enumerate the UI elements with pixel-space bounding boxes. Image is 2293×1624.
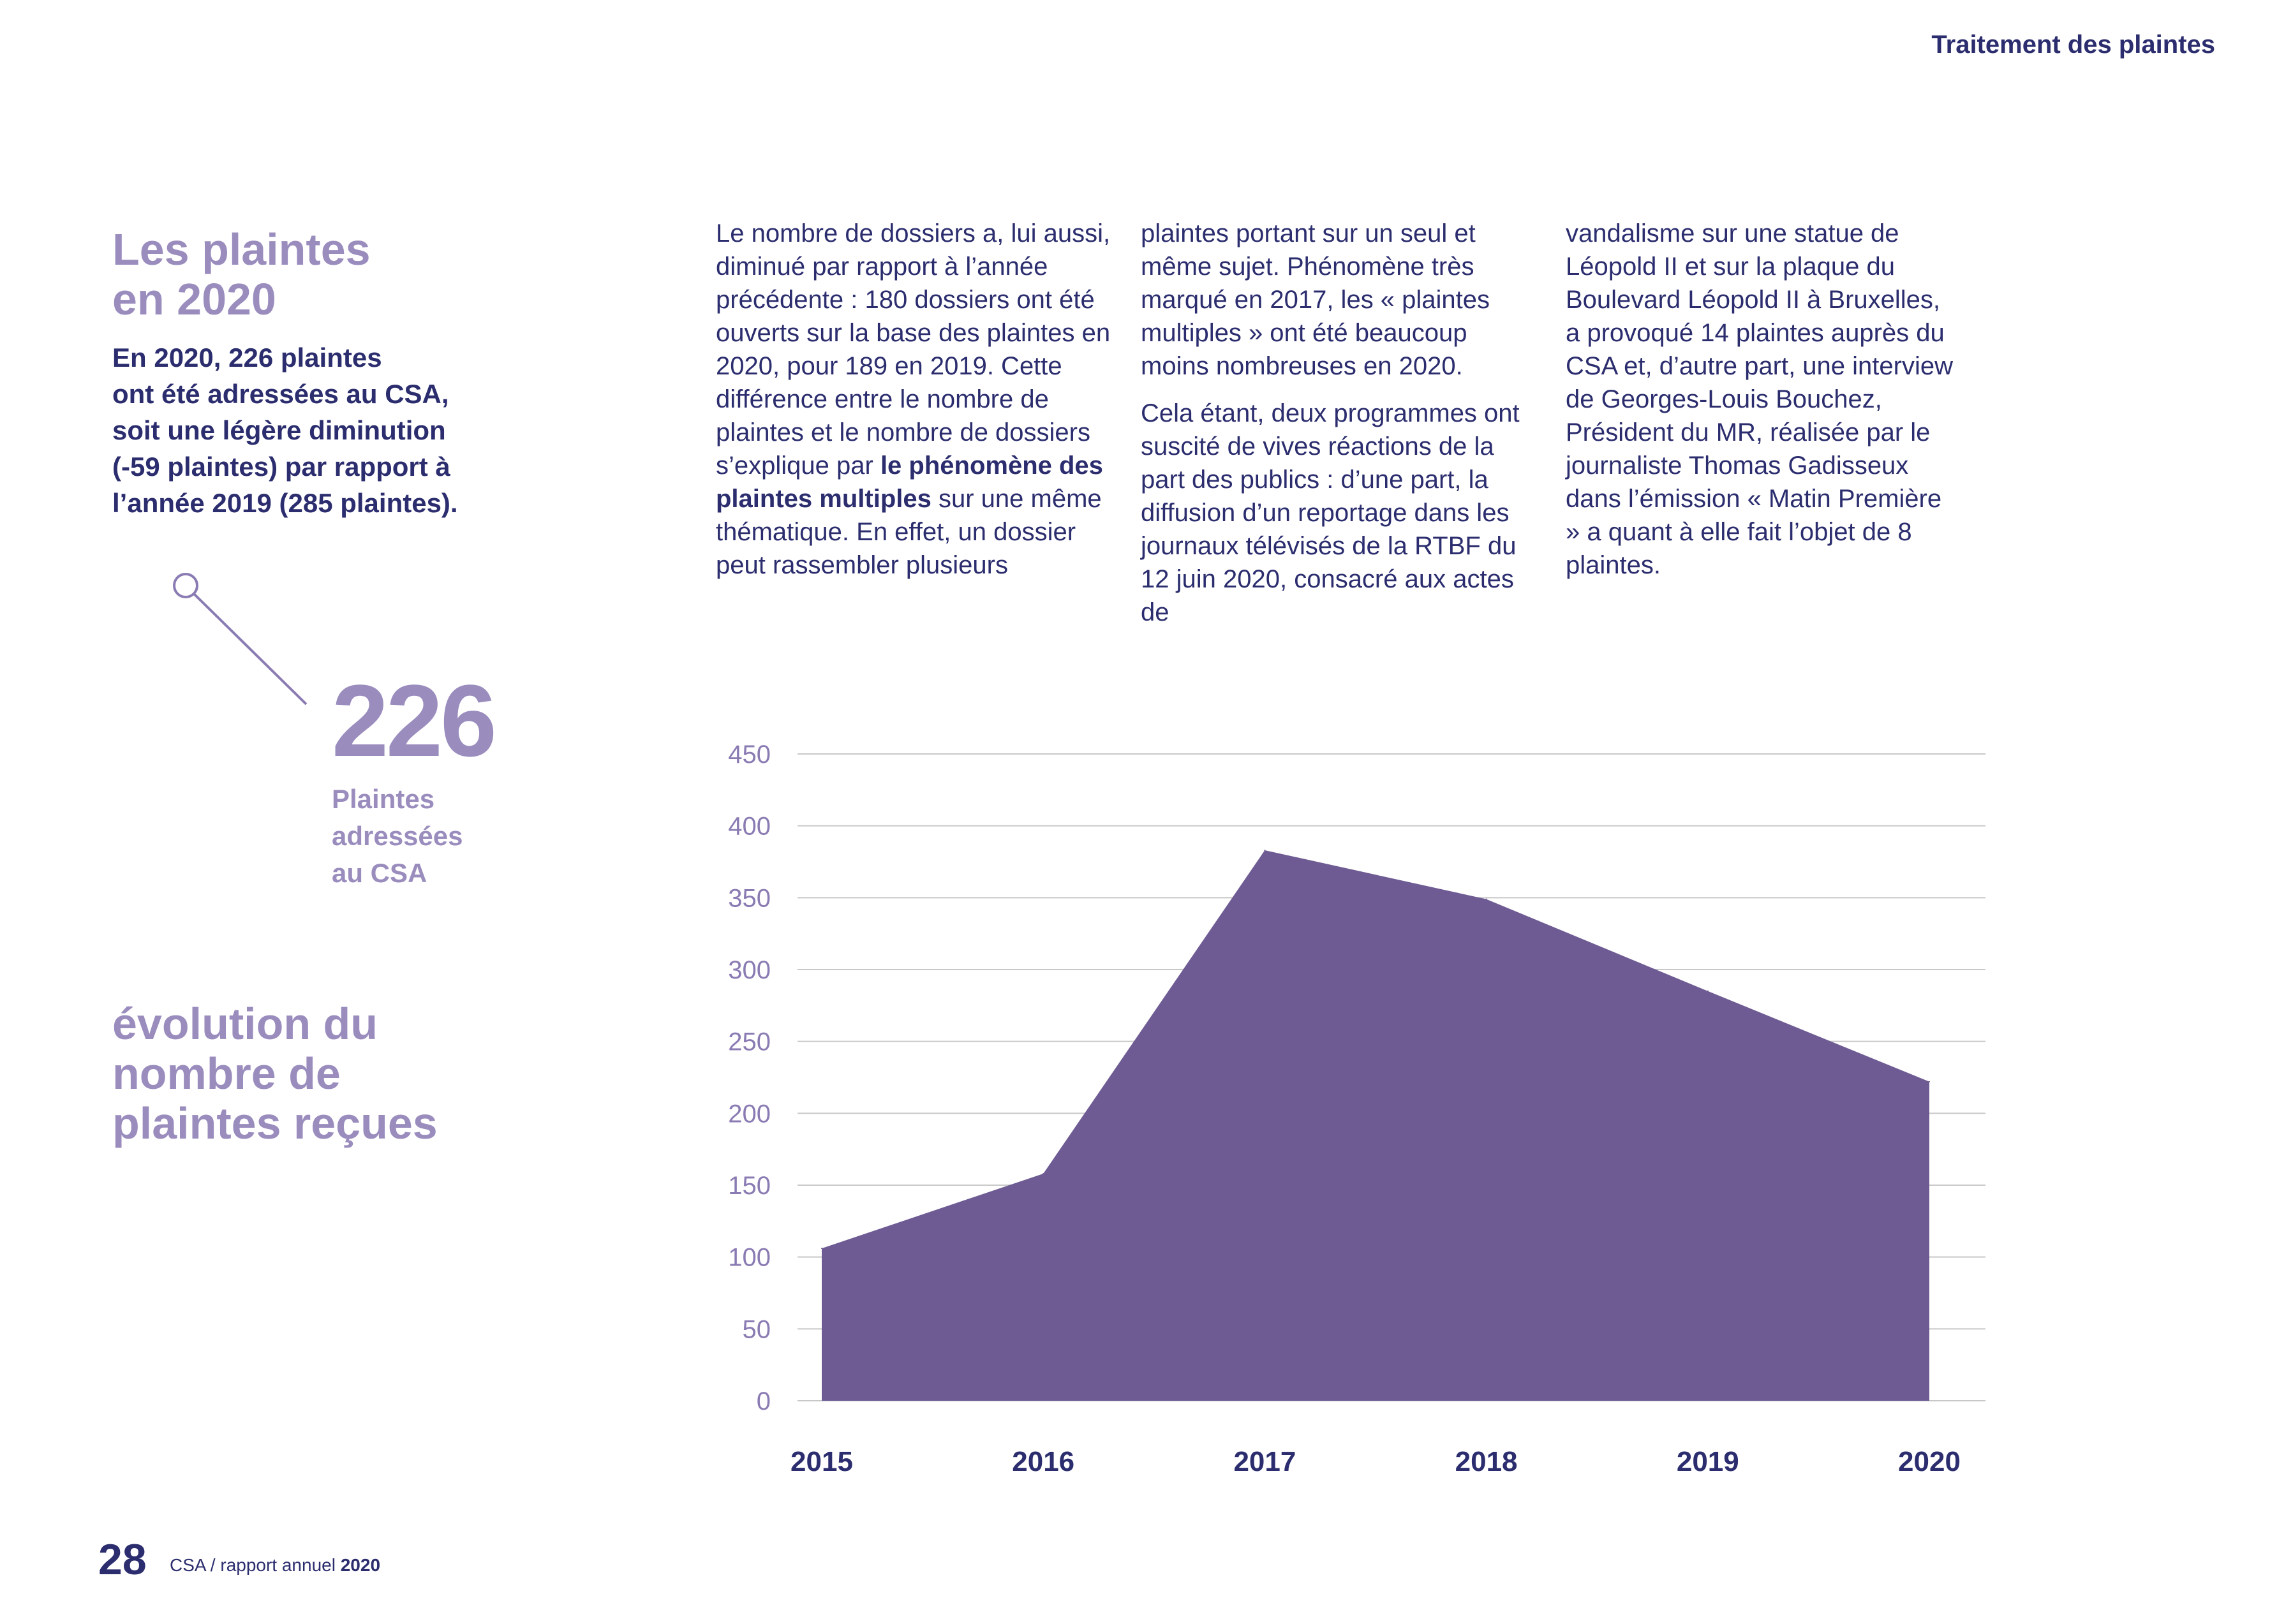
publication-name: CSA / rapport annuel xyxy=(170,1555,341,1575)
y-tick-label: 200 xyxy=(728,1100,771,1128)
body-paragraph: vandalisme sur une statue de Léopold II … xyxy=(1566,219,1953,579)
chart-title-line: plaintes reçues xyxy=(112,1098,438,1148)
highlight-label-line: au CSA xyxy=(332,858,427,888)
lead-line: soit une légère diminution xyxy=(112,415,446,445)
intro-lead: En 2020, 226 plaintes ont été adressées … xyxy=(112,339,508,521)
highlight-label-line: Plaintes xyxy=(332,784,435,814)
lead-line: l’année 2019 (285 plaintes). xyxy=(112,488,458,518)
chart-area-layer xyxy=(821,849,1930,1401)
area-series xyxy=(822,850,1929,1401)
y-tick-label: 100 xyxy=(728,1244,771,1272)
y-tick-label: 0 xyxy=(757,1387,771,1415)
data-point-2016 xyxy=(1043,1172,1044,1174)
body-emphasis: le phénomène des plaintes multiples xyxy=(716,452,1103,513)
x-tick-label: 2020 xyxy=(1898,1446,1961,1477)
chart-title-line: évolution du xyxy=(112,999,378,1049)
x-tick-label: 2019 xyxy=(1677,1446,1739,1477)
y-tick-label: 50 xyxy=(743,1315,771,1343)
data-point-2017 xyxy=(1264,849,1266,851)
body-column-2: plaintes portant sur un seul et même suj… xyxy=(1141,217,1536,643)
body-text: sur une même thématique. En effet, un do… xyxy=(716,485,1102,579)
chart-title-line: nombre de xyxy=(112,1049,341,1098)
highlight-number: 226 xyxy=(332,663,497,778)
chart-y-axis: 0 50 100 150 200 250 300 350 400 450 xyxy=(728,741,771,1415)
x-tick-label: 2018 xyxy=(1455,1446,1518,1477)
lead-line: ont été adressées au CSA, xyxy=(112,379,449,409)
intro-title-line-1: Les plaintes xyxy=(112,225,371,274)
body-paragraph: Cela étant, deux programmes ont suscité … xyxy=(1141,399,1520,626)
body-paragraph: Le nombre de dossiers a, lui aussi, dimi… xyxy=(716,217,1111,582)
data-point-2015 xyxy=(821,1248,822,1250)
y-tick-label: 400 xyxy=(728,813,771,841)
highlight-label: Plaintes adressées au CSA xyxy=(332,781,523,892)
highlight-label-line: adressées xyxy=(332,821,463,851)
y-tick-label: 350 xyxy=(728,884,771,912)
page-number: 28 xyxy=(98,1535,147,1584)
publication-year: 2020 xyxy=(340,1555,381,1575)
data-point-2020 xyxy=(1929,1081,1930,1082)
callout-connector xyxy=(173,573,308,705)
intro-title-line-2: en 2020 xyxy=(112,274,276,324)
x-tick-label: 2017 xyxy=(1233,1446,1296,1477)
y-tick-label: 450 xyxy=(728,741,771,769)
y-tick-label: 250 xyxy=(728,1028,771,1056)
x-tick-label: 2015 xyxy=(790,1446,853,1477)
lead-line: En 2020, 226 plaintes xyxy=(112,343,382,373)
footer-publication: CSA / rapport annuel 2020 xyxy=(170,1555,380,1576)
intro-title: Les plaintes en 2020 xyxy=(112,225,371,324)
y-tick-label: 150 xyxy=(728,1172,771,1200)
chart-section-title: évolution du nombre de plaintes reçues xyxy=(112,999,438,1148)
chart-x-axis: 2015 2016 2017 2018 2019 2020 xyxy=(790,1446,1961,1477)
running-header: Traitement des plaintes xyxy=(1931,31,2215,59)
body-column-3: vandalisme sur une statue de Léopold II … xyxy=(1566,217,1961,596)
data-point-2018 xyxy=(1485,898,1487,900)
x-tick-label: 2016 xyxy=(1012,1446,1074,1477)
data-point-2019 xyxy=(1707,990,1709,992)
body-text: Le nombre de dossiers a, lui aussi, dimi… xyxy=(716,219,1111,480)
body-column-1: Le nombre de dossiers a, lui aussi, dimi… xyxy=(716,217,1111,596)
body-paragraph: plaintes portant sur un seul et même suj… xyxy=(1141,219,1490,380)
lead-line: (-59 plaintes) par rapport à xyxy=(112,452,450,482)
y-tick-label: 300 xyxy=(728,956,771,984)
